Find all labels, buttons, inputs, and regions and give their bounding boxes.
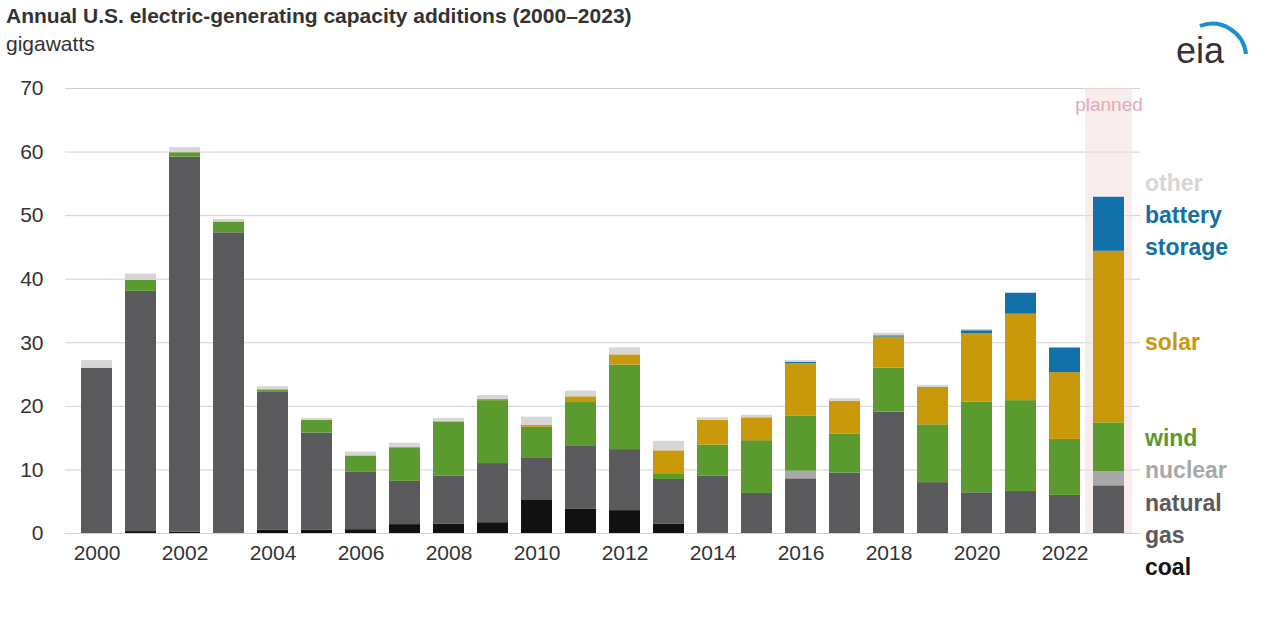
svg-text:30: 30 <box>20 331 43 354</box>
svg-text:2002: 2002 <box>162 541 209 564</box>
svg-text:70: 70 <box>20 76 43 99</box>
svg-text:2016: 2016 <box>778 541 825 564</box>
svg-text:10: 10 <box>20 458 43 481</box>
html-text:natural gas: natural gas <box>1145 490 1222 548</box>
html-text:gigawatts: gigawatts <box>6 32 95 55</box>
html-text:nuclear: nuclear <box>1145 457 1227 483</box>
svg-text:2004: 2004 <box>250 541 297 564</box>
svg-text:40: 40 <box>20 267 43 290</box>
svg-text:planned: planned <box>1075 94 1143 115</box>
html-text:Annual U.S. electric-generatin: Annual U.S. electric-generating capacity… <box>6 4 632 27</box>
svg-text:2020: 2020 <box>954 541 1001 564</box>
html-text:battery storage: battery storage <box>1145 202 1229 260</box>
svg-text:20: 20 <box>20 394 43 417</box>
svg-text:50: 50 <box>20 203 43 226</box>
svg-text:2006: 2006 <box>338 541 385 564</box>
svg-text:2012: 2012 <box>602 541 649 564</box>
html-text:wind: wind <box>1145 425 1198 451</box>
svg-text:2008: 2008 <box>426 541 473 564</box>
svg-text:2022: 2022 <box>1042 541 1089 564</box>
html-text:solar: solar <box>1145 329 1200 355</box>
html-text:other: other <box>1145 170 1203 196</box>
svg-text:2018: 2018 <box>866 541 913 564</box>
svg-text:2014: 2014 <box>690 541 737 564</box>
svg-text:0: 0 <box>32 521 44 544</box>
svg-text:60: 60 <box>20 140 43 163</box>
svg-text:2010: 2010 <box>514 541 561 564</box>
html-text:coal: coal <box>1145 554 1191 580</box>
html-text:eia: eia <box>1176 30 1224 71</box>
svg-text:2000: 2000 <box>74 541 121 564</box>
